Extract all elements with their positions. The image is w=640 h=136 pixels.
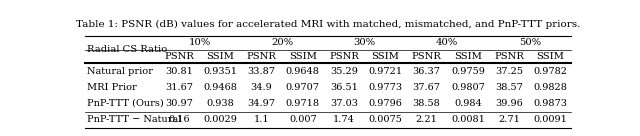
Text: 0.9759: 0.9759 [451, 67, 485, 75]
Text: 20%: 20% [271, 38, 293, 47]
Text: PnP-TTT (Ours): PnP-TTT (Ours) [88, 99, 164, 108]
Text: 0.9648: 0.9648 [286, 67, 320, 75]
Text: 37.25: 37.25 [495, 67, 523, 75]
Text: SSIM: SSIM [289, 52, 317, 61]
Text: Table 1: PSNR (dB) values for accelerated MRI with matched, mismatched, and PnP-: Table 1: PSNR (dB) values for accelerate… [76, 19, 580, 29]
Text: 34.9: 34.9 [251, 83, 273, 92]
Text: 33.87: 33.87 [248, 67, 276, 75]
Text: PSNR: PSNR [164, 52, 194, 61]
Text: SSIM: SSIM [536, 52, 564, 61]
Text: 1.1: 1.1 [253, 115, 269, 124]
Text: 36.51: 36.51 [330, 83, 358, 92]
Text: 40%: 40% [436, 38, 458, 47]
Text: 0.0075: 0.0075 [369, 115, 403, 124]
Text: 0.0091: 0.0091 [534, 115, 567, 124]
Text: Table 1: PSNR (dB) values for accelerated MRI with matched, mismatched, and PnP-: Table 1: PSNR (dB) values for accelerate… [76, 19, 580, 29]
Text: 1.74: 1.74 [333, 115, 355, 124]
Text: SSIM: SSIM [371, 52, 399, 61]
Text: 2.71: 2.71 [498, 115, 520, 124]
Text: 39.96: 39.96 [495, 99, 523, 108]
Text: 0.0081: 0.0081 [451, 115, 485, 124]
Text: 0.9807: 0.9807 [451, 83, 485, 92]
Text: MRI Prior: MRI Prior [88, 83, 137, 92]
Text: 0.0029: 0.0029 [204, 115, 237, 124]
Text: 0.9828: 0.9828 [534, 83, 567, 92]
Text: 34.97: 34.97 [248, 99, 276, 108]
Text: Radial CS Ratio: Radial CS Ratio [88, 45, 168, 54]
Text: 0.938: 0.938 [206, 99, 234, 108]
Text: 0.9468: 0.9468 [204, 83, 237, 92]
Text: 31.67: 31.67 [165, 83, 193, 92]
Text: 37.03: 37.03 [330, 99, 358, 108]
Text: 2.21: 2.21 [415, 115, 438, 124]
Text: 0.9351: 0.9351 [204, 67, 237, 75]
Text: 35.29: 35.29 [330, 67, 358, 75]
Text: SSIM: SSIM [206, 52, 234, 61]
Text: 0.9873: 0.9873 [533, 99, 568, 108]
Text: PSNR: PSNR [494, 52, 524, 61]
Text: 10%: 10% [189, 38, 211, 47]
Text: PSNR: PSNR [329, 52, 359, 61]
Text: 36.37: 36.37 [413, 67, 440, 75]
Text: 0.16: 0.16 [168, 115, 190, 124]
Text: 37.67: 37.67 [413, 83, 440, 92]
Text: 38.57: 38.57 [495, 83, 523, 92]
Text: PSNR: PSNR [412, 52, 442, 61]
Text: 0.007: 0.007 [289, 115, 317, 124]
Text: 30.97: 30.97 [165, 99, 193, 108]
Text: PnP-TTT − Natural: PnP-TTT − Natural [88, 115, 182, 124]
Text: Natural prior: Natural prior [88, 67, 154, 75]
Text: 0.9782: 0.9782 [533, 67, 568, 75]
Text: 0.9796: 0.9796 [369, 99, 403, 108]
Text: 50%: 50% [518, 38, 541, 47]
Text: 0.9718: 0.9718 [286, 99, 320, 108]
Text: SSIM: SSIM [454, 52, 482, 61]
Text: 0.984: 0.984 [454, 99, 482, 108]
Text: 0.9721: 0.9721 [368, 67, 403, 75]
Text: 38.58: 38.58 [413, 99, 440, 108]
Text: 0.9773: 0.9773 [368, 83, 403, 92]
Text: PSNR: PSNR [246, 52, 276, 61]
Text: 30%: 30% [354, 38, 376, 47]
Text: 0.9707: 0.9707 [286, 83, 320, 92]
Text: 30.81: 30.81 [165, 67, 193, 75]
